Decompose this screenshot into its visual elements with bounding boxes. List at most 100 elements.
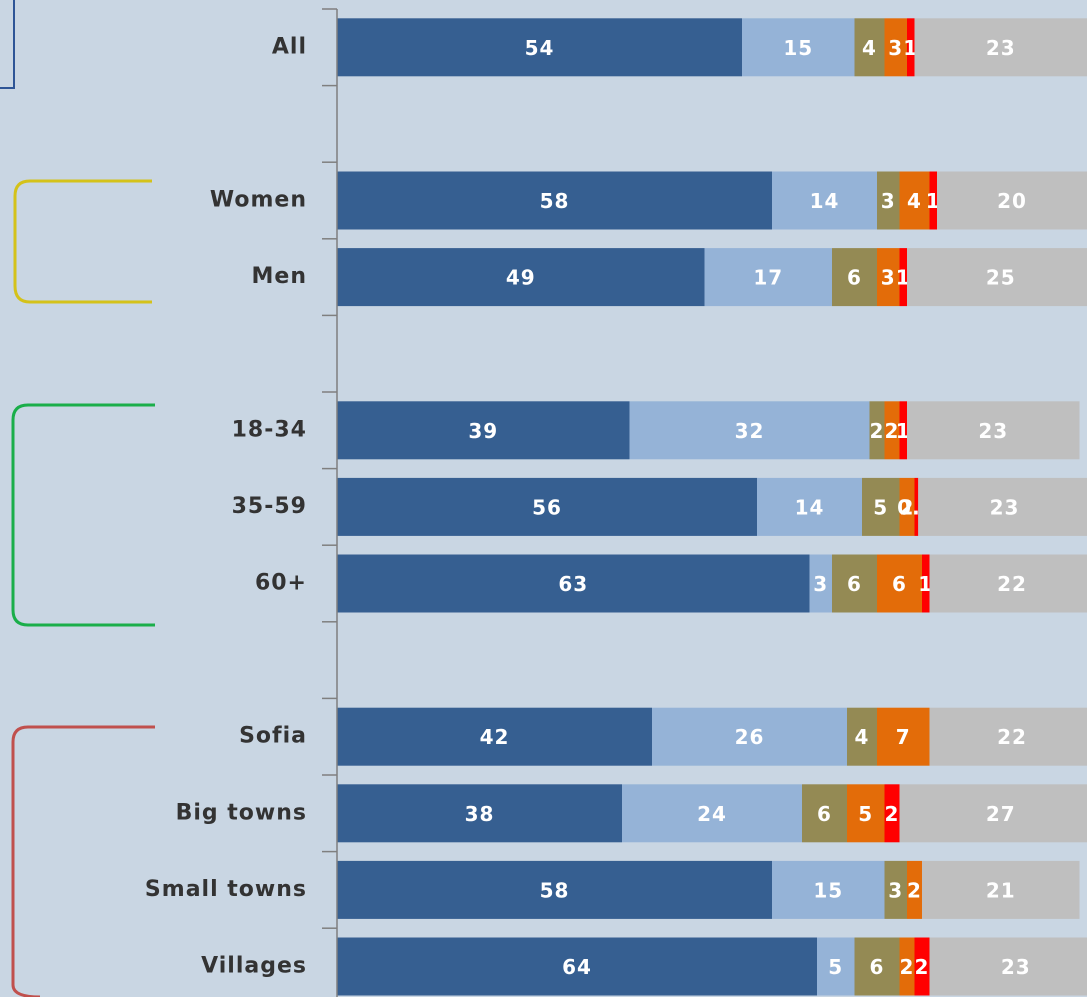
bar-segment — [929, 171, 937, 230]
value-label: 24 — [697, 802, 727, 826]
value-label: 49 — [506, 266, 536, 290]
bar-segment — [899, 937, 915, 996]
bar-segment — [337, 860, 772, 919]
value-label: 3 — [813, 572, 828, 596]
bar-segment — [817, 937, 855, 996]
bar-segment — [832, 248, 877, 307]
value-label: 1 — [918, 572, 933, 596]
bar-segment — [914, 937, 930, 996]
value-label: 2 — [900, 955, 915, 979]
value-label: 21 — [986, 878, 1016, 902]
bar-segment — [772, 171, 877, 230]
value-label: 1 — [903, 36, 918, 60]
bar-segment — [877, 171, 900, 230]
bar-segment — [854, 18, 885, 77]
value-label: 6 — [892, 572, 907, 596]
bar-segment — [337, 248, 705, 307]
value-label: 39 — [468, 419, 498, 443]
bar-segment — [337, 937, 817, 996]
value-label: 22 — [997, 572, 1027, 596]
bar-segment — [629, 401, 870, 460]
bar-segment — [862, 477, 900, 536]
value-label: 23 — [978, 419, 1008, 443]
bar-segment — [922, 860, 1080, 919]
bar-segment — [337, 171, 772, 230]
bar-segment — [337, 707, 652, 766]
bar-segment — [899, 477, 915, 536]
value-label: 15 — [813, 878, 843, 902]
bar-segment — [929, 937, 1087, 996]
bar-segment — [757, 477, 862, 536]
bar-segment — [899, 784, 1087, 843]
category-label: Big towns — [176, 800, 307, 825]
value-label: 7 — [896, 725, 911, 749]
value-label: 27 — [986, 802, 1016, 826]
value-label: 6 — [817, 802, 832, 826]
bar-segment — [907, 860, 922, 919]
value-label: 2 — [870, 419, 885, 443]
bar-segment — [622, 784, 802, 843]
value-label: 3 — [881, 266, 896, 290]
bar-segment — [922, 554, 930, 613]
value-label: 2 — [907, 878, 922, 902]
bar-segment — [832, 554, 877, 613]
bar-segment — [337, 477, 757, 536]
bracket-age — [11, 403, 155, 627]
bar-segment — [884, 401, 900, 460]
value-label: 23 — [986, 36, 1016, 60]
bar-segment — [652, 707, 847, 766]
value-label: 3 — [881, 189, 896, 213]
value-label: 64 — [562, 955, 592, 979]
value-label: 17 — [753, 266, 783, 290]
bar-segment — [337, 18, 742, 77]
value-label: 4 — [862, 36, 877, 60]
bar-segment — [907, 18, 915, 77]
value-label: 2 — [900, 495, 915, 519]
value-label: 25 — [986, 266, 1016, 290]
bar-segment — [802, 784, 847, 843]
value-label: 6 — [847, 572, 862, 596]
value-label: 14 — [795, 495, 825, 519]
bar-segment — [809, 554, 832, 613]
value-label: 6 — [870, 955, 885, 979]
bracket-gender — [13, 179, 152, 304]
bar-segment — [899, 401, 907, 460]
value-label: 1 — [926, 189, 941, 213]
category-label: Women — [210, 188, 307, 213]
value-label: 5 — [828, 955, 843, 979]
bar-segment — [914, 18, 1087, 77]
bar-segment — [918, 477, 1087, 536]
bar-segment — [907, 248, 1087, 307]
bar-segment — [884, 18, 907, 77]
value-label: 58 — [540, 189, 570, 213]
value-label: 38 — [465, 802, 495, 826]
bar-segment — [337, 784, 622, 843]
bar-segment — [899, 171, 930, 230]
value-label: 54 — [525, 36, 555, 60]
value-label: 5 — [858, 802, 873, 826]
value-label: 32 — [735, 419, 765, 443]
value-label: 15 — [783, 36, 813, 60]
bar-segment — [877, 248, 900, 307]
category-label: 18-34 — [232, 417, 307, 442]
bar-segment — [337, 554, 810, 613]
value-label: 22 — [997, 725, 1027, 749]
value-label: 14 — [810, 189, 840, 213]
bar-segment — [847, 707, 877, 766]
bar-segment — [937, 171, 1087, 230]
bar-segment — [742, 18, 855, 77]
value-label: 20 — [997, 189, 1027, 213]
bar-segment — [869, 401, 885, 460]
bar-segment — [884, 860, 907, 919]
bar-segment — [337, 401, 630, 460]
value-label: 26 — [735, 725, 765, 749]
bracket-settlement — [11, 725, 155, 997]
value-label: 1 — [896, 266, 911, 290]
bar-segment — [772, 860, 885, 919]
bar-segment — [847, 784, 885, 843]
bar-segment — [899, 248, 907, 307]
value-label: 6 — [847, 266, 862, 290]
category-label: Sofia — [239, 724, 307, 749]
